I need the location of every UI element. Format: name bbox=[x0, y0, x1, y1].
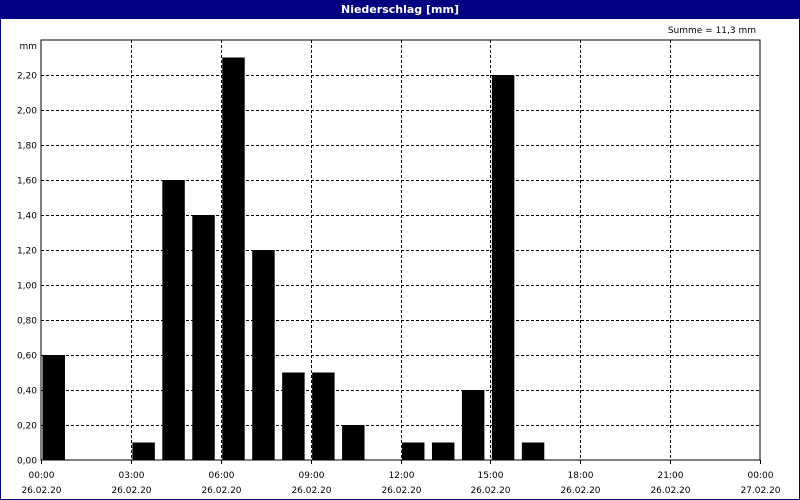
precip-bar bbox=[162, 180, 185, 460]
y-tick-label: 2,00 bbox=[17, 107, 37, 117]
precip-bar bbox=[192, 215, 215, 460]
x-tick-date: 26.02.20 bbox=[21, 486, 61, 496]
x-tick-date: 27.02.20 bbox=[740, 486, 780, 496]
precip-bar bbox=[252, 250, 275, 460]
x-tick-time: 03:00 bbox=[119, 471, 145, 481]
x-tick-date: 26.02.20 bbox=[650, 486, 690, 496]
precip-bar bbox=[402, 442, 425, 460]
x-tick-time: 00:00 bbox=[748, 471, 774, 481]
precip-bar bbox=[521, 442, 545, 460]
y-tick-label: 1,00 bbox=[17, 282, 37, 292]
y-axis-label: mm bbox=[19, 42, 37, 52]
precip-bar bbox=[42, 355, 65, 460]
y-tick-label: 0,80 bbox=[17, 317, 37, 327]
x-tick-time: 15:00 bbox=[478, 471, 504, 481]
y-tick-label: 0,40 bbox=[17, 387, 37, 397]
precip-bar bbox=[282, 372, 305, 460]
precip-bar bbox=[132, 442, 155, 460]
x-tick-time: 00:00 bbox=[29, 471, 55, 481]
x-tick-date: 26.02.20 bbox=[560, 486, 600, 496]
x-tick-time: 18:00 bbox=[568, 471, 594, 481]
chart-title: Niederschlag [mm] bbox=[0, 0, 800, 19]
sum-label: Summe = 11,3 mm bbox=[667, 26, 756, 36]
y-tick-label: 1,40 bbox=[17, 212, 37, 222]
y-tick-label: 0,60 bbox=[17, 352, 37, 362]
y-tick-label: 2,20 bbox=[17, 72, 37, 82]
precip-bar bbox=[222, 57, 245, 460]
precip-bar bbox=[461, 390, 485, 460]
x-tick-date: 26.02.20 bbox=[111, 486, 151, 496]
precip-bar bbox=[342, 425, 365, 460]
precip-bar bbox=[491, 75, 515, 460]
x-tick-date: 26.02.20 bbox=[291, 486, 331, 496]
x-tick-date: 26.02.20 bbox=[470, 486, 510, 496]
x-tick-time: 21:00 bbox=[658, 471, 684, 481]
y-tick-label: 1,80 bbox=[17, 142, 37, 152]
precip-bar bbox=[312, 372, 335, 460]
y-tick-label: 1,20 bbox=[17, 247, 37, 257]
y-tick-label: 1,60 bbox=[17, 177, 37, 187]
x-tick-time: 12:00 bbox=[389, 471, 415, 481]
x-tick-time: 06:00 bbox=[209, 471, 235, 481]
x-tick-date: 26.02.20 bbox=[201, 486, 241, 496]
x-tick-date: 26.02.20 bbox=[381, 486, 421, 496]
y-tick-label: 0,00 bbox=[17, 457, 37, 467]
y-tick-label: 0,20 bbox=[17, 422, 37, 432]
precip-bar bbox=[431, 442, 455, 460]
x-tick-time: 09:00 bbox=[299, 471, 325, 481]
